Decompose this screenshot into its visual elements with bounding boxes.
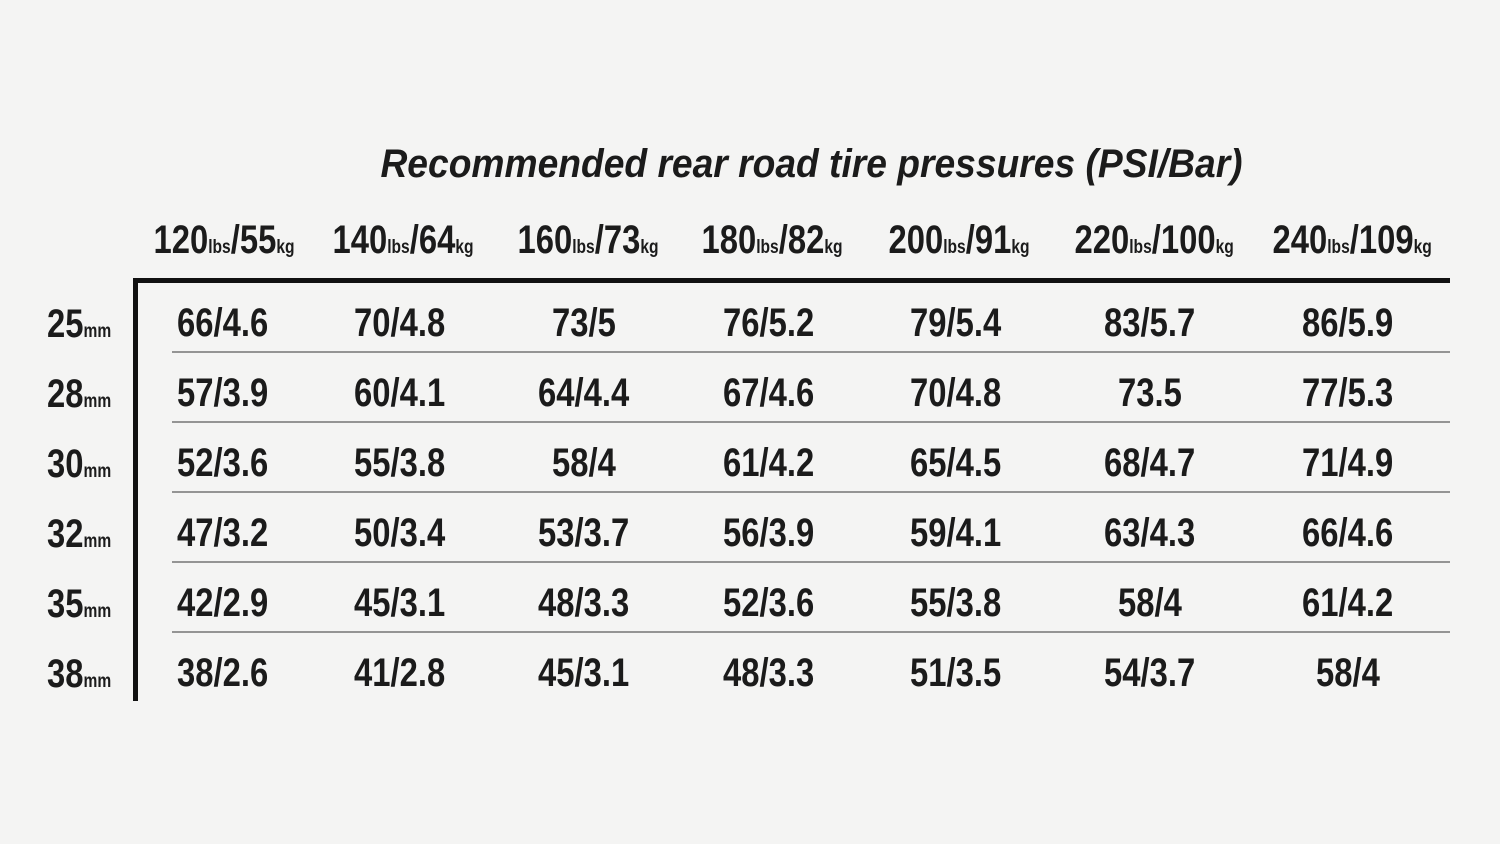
pressure-cell: 83/5.7 xyxy=(1104,300,1196,345)
pressure-cell: 68/4.7 xyxy=(1104,440,1196,485)
pressure-cell: 52/3.6 xyxy=(722,580,815,625)
pressure-cell: 73/5 xyxy=(552,300,616,345)
pressure-cell: 86/5.9 xyxy=(1302,300,1394,345)
pressure-cell: 73.5 xyxy=(1118,370,1182,415)
pressure-cell: 67/4.6 xyxy=(722,370,815,415)
pressure-cell: 55/3.8 xyxy=(909,580,1002,625)
table-row-35mm: 42/2.9 45/3.1 48/3.3 52/3.6 55/3.8 58/4 … xyxy=(138,563,1450,631)
pressure-cell: 45/3.1 xyxy=(353,580,446,625)
pressure-cell: 47/3.2 xyxy=(176,510,269,555)
pressure-cell: 55/3.8 xyxy=(353,440,446,485)
pressure-cell: 50/3.4 xyxy=(353,510,446,555)
pressure-cell: 53/3.7 xyxy=(538,510,630,555)
table-row-25mm: 66/4.6 70/4.8 73/5 76/5.2 79/5.4 83/5.7 … xyxy=(138,283,1450,351)
column-header-200lbs: 200lbs/91kg xyxy=(888,217,1031,262)
pressure-cell: 42/2.9 xyxy=(176,580,269,625)
pressure-cell: 52/3.6 xyxy=(176,440,269,485)
chart-title-text: Recommended rear road tire pressures (PS… xyxy=(380,142,1244,186)
pressure-cell: 65/4.5 xyxy=(909,440,1002,485)
pressure-cell: 58/4 xyxy=(1118,580,1182,625)
pressure-cell: 38/2.6 xyxy=(176,650,269,695)
pressure-cell: 77/5.3 xyxy=(1302,370,1394,415)
table-row-32mm: 47/3.2 50/3.4 53/3.7 56/3.9 59/4.1 63/4.… xyxy=(138,493,1450,561)
pressure-cell: 54/3.7 xyxy=(1104,650,1196,695)
table-row-28mm: 57/3.9 60/4.1 64/4.4 67/4.6 70/4.8 73.5 … xyxy=(138,353,1450,421)
pressure-cell: 41/2.8 xyxy=(353,650,446,695)
row-header-32mm: 32mm xyxy=(46,511,111,556)
row-header-30mm: 30mm xyxy=(46,441,111,486)
column-header-140lbs: 140lbs/64kg xyxy=(332,217,475,262)
table-row-38mm: 38/2.6 41/2.8 45/3.1 48/3.3 51/3.5 54/3.… xyxy=(138,633,1450,701)
row-header-38mm: 38mm xyxy=(46,651,111,696)
row-separator xyxy=(172,351,1450,353)
table-body-border: 66/4.6 70/4.8 73/5 76/5.2 79/5.4 83/5.7 … xyxy=(133,278,1450,701)
row-separator xyxy=(172,561,1450,563)
column-header-240lbs: 240lbs/109kg xyxy=(1272,217,1432,262)
row-separator xyxy=(172,491,1450,493)
chart-title: Recommended rear road tire pressures (PS… xyxy=(174,141,1450,187)
pressure-cell: 48/3.3 xyxy=(722,650,815,695)
pressure-cell: 76/5.2 xyxy=(722,300,815,345)
pressure-cell: 57/3.9 xyxy=(176,370,269,415)
pressure-cell: 58/4 xyxy=(1316,650,1380,695)
row-header-25mm: 25mm xyxy=(46,301,111,346)
row-header-28mm: 28mm xyxy=(46,371,111,416)
pressure-cell: 61/4.2 xyxy=(1302,580,1394,625)
pressure-cell: 70/4.8 xyxy=(909,370,1002,415)
pressure-cell: 45/3.1 xyxy=(538,650,630,695)
column-header-row: 120lbs/55kg 140lbs/64kg 160lbs/73kg 180l… xyxy=(137,212,1450,268)
pressure-cell: 60/4.1 xyxy=(353,370,446,415)
table-row-30mm: 52/3.6 55/3.8 58/4 61/4.2 65/4.5 68/4.7 … xyxy=(138,423,1450,491)
pressure-cell: 61/4.2 xyxy=(722,440,815,485)
row-header-35mm: 35mm xyxy=(46,581,111,626)
pressure-cell: 51/3.5 xyxy=(909,650,1002,695)
row-separator xyxy=(172,421,1450,423)
column-header-220lbs: 220lbs/100kg xyxy=(1074,217,1234,262)
column-header-180lbs: 180lbs/82kg xyxy=(701,217,844,262)
pressure-cell: 71/4.9 xyxy=(1302,440,1394,485)
row-header-column: 25mm 28mm 30mm 32mm 35mm 38mm xyxy=(0,283,118,703)
pressure-cell: 79/5.4 xyxy=(909,300,1002,345)
pressure-cell: 64/4.4 xyxy=(538,370,630,415)
pressure-cell: 63/4.3 xyxy=(1104,510,1196,555)
pressure-cell: 56/3.9 xyxy=(722,510,815,555)
row-separator xyxy=(172,631,1450,633)
pressure-cell: 66/4.6 xyxy=(176,300,269,345)
column-header-120lbs: 120lbs/55kg xyxy=(153,217,295,262)
pressure-cell: 70/4.8 xyxy=(353,300,446,345)
column-header-160lbs: 160lbs/73kg xyxy=(517,217,659,262)
pressure-cell: 58/4 xyxy=(552,440,616,485)
pressure-cell: 59/4.1 xyxy=(909,510,1002,555)
pressure-cell: 66/4.6 xyxy=(1302,510,1394,555)
pressure-cell: 48/3.3 xyxy=(538,580,630,625)
